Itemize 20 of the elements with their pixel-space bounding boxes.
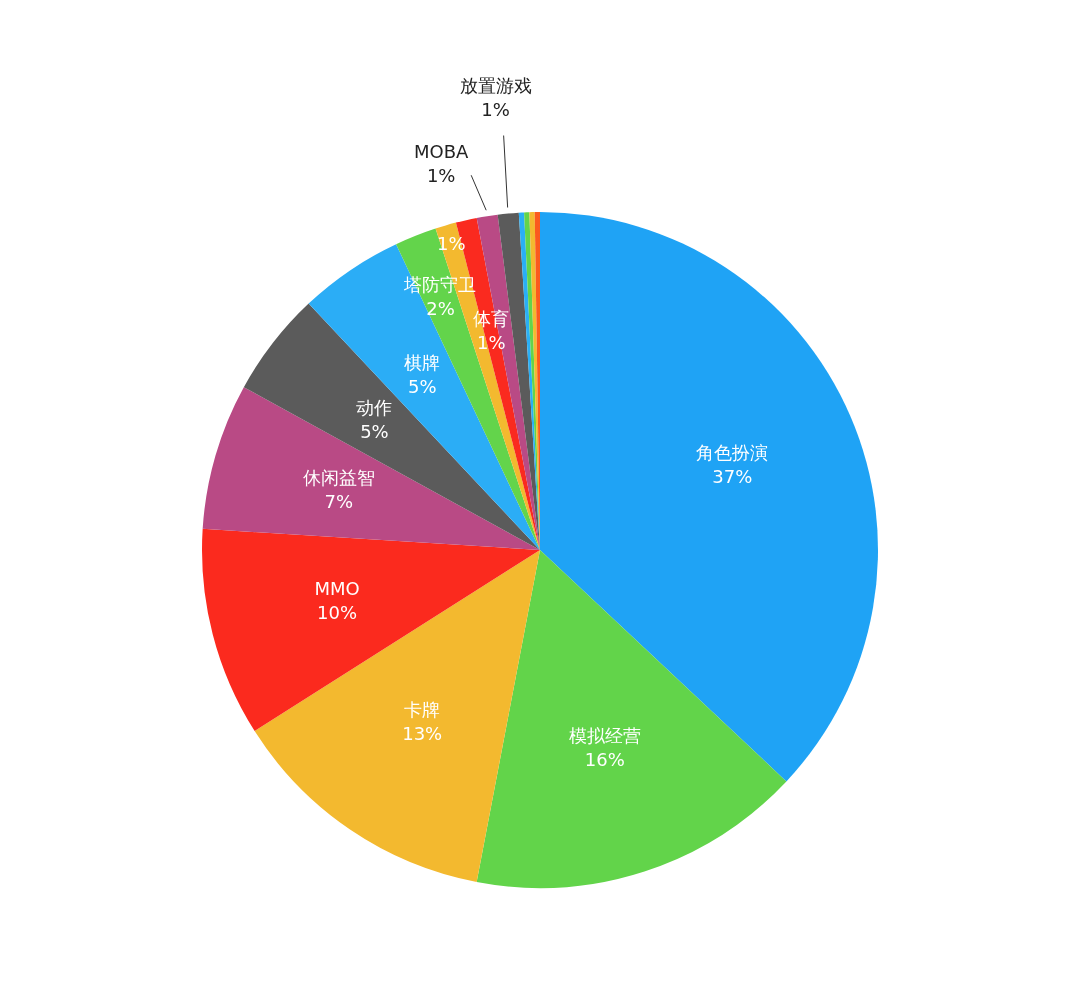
data-label: 1% xyxy=(481,99,510,121)
data-label: 37% xyxy=(712,466,753,488)
data-label: 1% xyxy=(477,331,506,353)
slice-label: MMO xyxy=(314,577,360,599)
slice-label: 动作 xyxy=(356,397,393,419)
data-label: 10% xyxy=(317,601,358,623)
slice-label: 放置游戏 xyxy=(459,75,532,97)
slice-label: 卡牌 xyxy=(404,698,441,720)
data-label: 2% xyxy=(426,298,455,320)
data-label: 5% xyxy=(407,376,437,398)
data-label: 7% xyxy=(324,491,354,513)
slice-label: 休闲益智 xyxy=(302,467,375,489)
data-label: 1% xyxy=(426,164,456,186)
slice-label: 棋牌 xyxy=(404,352,441,374)
data-label: 13% xyxy=(402,722,443,744)
slice-label: 角色扮演 xyxy=(696,442,769,464)
slice-label: MOBA xyxy=(414,140,470,162)
data-label: 16% xyxy=(584,748,625,770)
slice-label: 模拟经营 xyxy=(568,724,641,746)
data-label: 5% xyxy=(360,421,389,443)
